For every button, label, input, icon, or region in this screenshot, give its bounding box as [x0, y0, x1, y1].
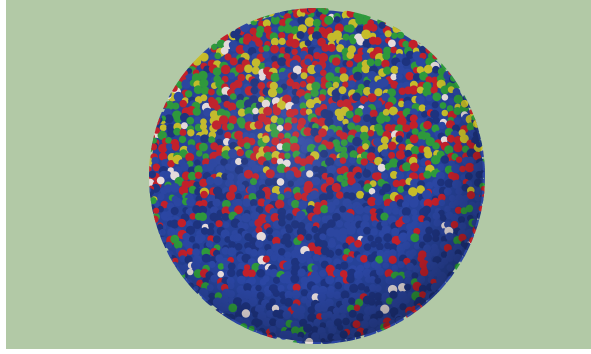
sphere-shading — [151, 10, 483, 342]
sphere-cell — [481, 171, 485, 179]
left-edge-strip — [0, 0, 6, 354]
sphere-rim-cell — [480, 150, 485, 158]
scene — [6, 0, 591, 349]
sphere-cell — [149, 156, 153, 166]
sphere-rim-cell — [149, 166, 152, 172]
bottom-edge-strip — [0, 349, 591, 354]
sphere-illustration — [6, 0, 591, 349]
